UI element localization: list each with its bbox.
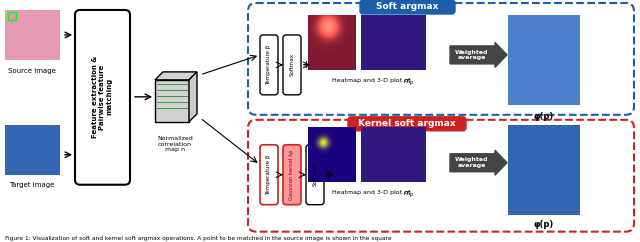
Text: Weighted
average: Weighted average bbox=[455, 50, 489, 60]
FancyBboxPatch shape bbox=[75, 10, 130, 185]
Text: $m_p$: $m_p$ bbox=[403, 78, 415, 88]
Text: Gaussian kernel λp: Gaussian kernel λp bbox=[289, 150, 294, 200]
FancyBboxPatch shape bbox=[283, 145, 301, 205]
Text: Target image: Target image bbox=[10, 182, 54, 188]
Text: +: + bbox=[324, 170, 333, 180]
Bar bbox=[155, 80, 189, 122]
Polygon shape bbox=[155, 72, 197, 80]
FancyBboxPatch shape bbox=[260, 145, 278, 205]
FancyBboxPatch shape bbox=[360, 0, 455, 14]
Text: φ(p): φ(p) bbox=[534, 220, 554, 229]
FancyArrow shape bbox=[450, 42, 507, 67]
Text: Temperature β: Temperature β bbox=[266, 155, 271, 195]
FancyBboxPatch shape bbox=[348, 117, 466, 131]
Text: $m_p$: $m_p$ bbox=[403, 190, 415, 200]
Text: Heatmap and 3-D plot of: Heatmap and 3-D plot of bbox=[332, 190, 412, 195]
Text: Weighted
average: Weighted average bbox=[455, 157, 489, 168]
Text: +: + bbox=[301, 60, 310, 70]
Text: Temperature β: Temperature β bbox=[266, 45, 271, 85]
FancyBboxPatch shape bbox=[283, 35, 301, 95]
Text: Heatmap and 3-D plot of: Heatmap and 3-D plot of bbox=[332, 78, 412, 83]
Text: Softmax: Softmax bbox=[312, 163, 317, 186]
Bar bbox=[8, 12, 16, 20]
Text: Figure 1: Visualization of soft and kernel soft argmax operations. A point to be: Figure 1: Visualization of soft and kern… bbox=[5, 236, 392, 241]
Text: Source image: Source image bbox=[8, 68, 56, 74]
Text: Normalized
correlation
map n: Normalized correlation map n bbox=[157, 136, 193, 152]
Text: Softmax: Softmax bbox=[289, 53, 294, 76]
FancyBboxPatch shape bbox=[306, 145, 324, 205]
Polygon shape bbox=[189, 72, 197, 122]
Text: Kernel soft argmax: Kernel soft argmax bbox=[358, 119, 456, 128]
Text: φ(p): φ(p) bbox=[534, 112, 554, 121]
FancyBboxPatch shape bbox=[260, 35, 278, 95]
FancyArrow shape bbox=[450, 150, 507, 175]
Text: Feature extraction &
Pairwise feature
matching: Feature extraction & Pairwise feature ma… bbox=[92, 56, 112, 138]
Text: Soft argmax: Soft argmax bbox=[376, 2, 438, 11]
